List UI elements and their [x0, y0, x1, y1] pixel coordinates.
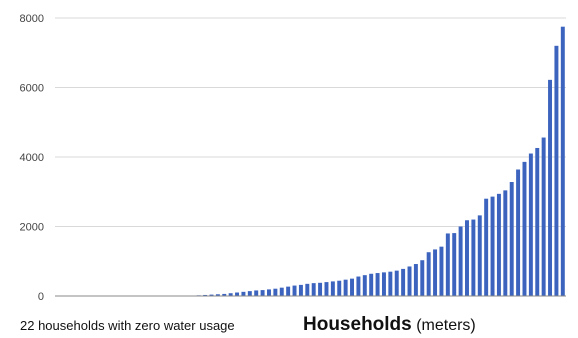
bar-24: [203, 294, 208, 296]
bar-40: [305, 283, 310, 296]
bar-26: [215, 294, 220, 296]
bar-34: [267, 289, 271, 296]
bar-67: [477, 215, 482, 296]
bar-38: [292, 285, 297, 296]
bar-58: [420, 260, 425, 296]
y-tick-label-2000: 2000: [20, 222, 44, 234]
x-axis-title-unit: (meters): [416, 317, 476, 334]
bar-28: [228, 293, 233, 296]
bar-76: [535, 147, 540, 296]
bars: [196, 26, 565, 297]
zero-usage-annotation: 22 households with zero water usage: [20, 318, 235, 333]
bar-78: [548, 79, 553, 296]
bar-47: [350, 278, 354, 297]
y-tick-label-4000: 4000: [20, 152, 44, 164]
bar-74: [522, 161, 527, 296]
bar-66: [471, 219, 476, 296]
y-tick-label-6000: 6000: [20, 83, 44, 95]
bar-63: [452, 233, 457, 296]
bar-36: [279, 287, 284, 296]
bar-48: [356, 276, 361, 296]
bar-62: [445, 233, 450, 296]
bar-43: [324, 282, 329, 296]
bar-41: [311, 283, 316, 296]
bar-27: [222, 293, 227, 296]
bar-25: [209, 294, 214, 296]
bar-72: [509, 182, 514, 296]
bar-51: [375, 273, 380, 296]
bar-37: [286, 286, 291, 296]
bar-33: [260, 290, 265, 296]
bar-44: [330, 281, 335, 296]
y-tick-label-8000: 8000: [20, 13, 44, 25]
bar-70: [496, 193, 501, 296]
bar-39: [298, 284, 303, 296]
bar-73: [516, 169, 521, 296]
bar-32: [254, 290, 259, 296]
gridlines: [55, 17, 566, 227]
bar-59: [426, 252, 431, 296]
bar-54: [394, 270, 399, 296]
bar-61: [439, 246, 444, 296]
bar-53: [388, 271, 393, 296]
bar-68: [484, 198, 489, 296]
bar-60: [433, 249, 438, 296]
y-tick-label-0: 0: [38, 291, 44, 303]
x-axis-title: Households (meters): [303, 314, 476, 336]
bar-30: [241, 291, 246, 296]
bar-69: [490, 196, 495, 296]
bar-45: [337, 280, 342, 296]
bar-79: [554, 45, 559, 296]
bar-64: [458, 226, 463, 296]
bar-55: [401, 268, 406, 296]
bar-29: [235, 292, 240, 296]
bar-75: [528, 153, 533, 296]
y-axis-tick-labels: 0 2000 4000 6000 8000: [20, 13, 44, 303]
bar-31: [247, 291, 252, 296]
bar-57: [413, 264, 418, 296]
bar-71: [503, 190, 508, 296]
bar-46: [343, 279, 348, 296]
bar-80: [560, 26, 565, 296]
bar-52: [381, 272, 386, 296]
bar-35: [273, 288, 278, 296]
bar-56: [407, 266, 412, 296]
bar-65: [465, 220, 469, 296]
bar-49: [362, 275, 367, 296]
bar-50: [369, 273, 374, 296]
bar-77: [541, 137, 546, 296]
bar-42: [318, 282, 323, 296]
x-axis-title-main: Households: [303, 314, 412, 335]
